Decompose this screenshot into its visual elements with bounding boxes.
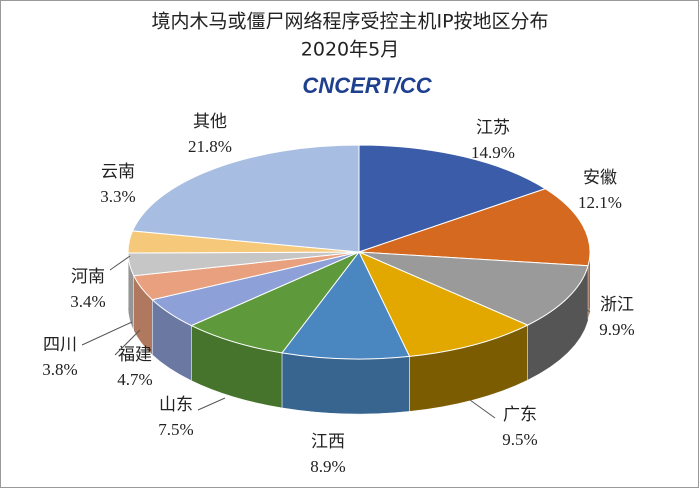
slice-label: 江西 xyxy=(311,432,345,452)
value-label: 8.9% xyxy=(310,457,345,476)
slice-label: 安徽 xyxy=(583,168,617,188)
slice-label: 广东 xyxy=(503,405,537,425)
slice-label: 山东 xyxy=(159,395,193,415)
value-label: 9.9% xyxy=(599,320,634,339)
slice-label: 浙江 xyxy=(600,295,634,315)
pie xyxy=(128,145,590,414)
slice-label: 云南 xyxy=(101,162,135,182)
value-label: 14.9% xyxy=(471,143,515,162)
value-label: 3.3% xyxy=(100,187,135,206)
slice-label: 其他 xyxy=(193,112,227,132)
chart-subtitle: 2020年5月 xyxy=(301,39,399,61)
value-label: 3.4% xyxy=(70,292,105,311)
chart-title: 境内木马或僵尸网络程序受控主机IP按地区分布 xyxy=(151,11,548,33)
slice-label: 四川 xyxy=(43,335,77,355)
slice-label: 江苏 xyxy=(476,118,510,138)
value-label: 4.7% xyxy=(117,370,152,389)
value-label: 21.8% xyxy=(188,137,232,156)
logo: CNCERT/CC xyxy=(302,73,432,98)
value-label: 3.8% xyxy=(42,360,77,379)
value-label: 9.5% xyxy=(502,430,537,449)
slice-label: 河南 xyxy=(71,267,105,287)
value-label: 12.1% xyxy=(578,193,622,212)
pie-slice-side xyxy=(282,353,410,414)
value-label: 7.5% xyxy=(158,420,193,439)
slice-label: 福建 xyxy=(118,345,152,365)
